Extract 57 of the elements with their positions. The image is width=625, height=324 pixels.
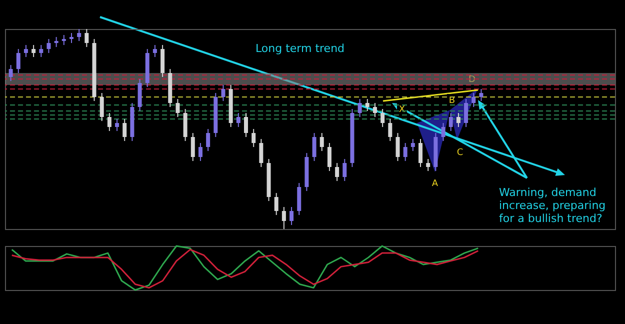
candlestick [472,92,476,108]
candlestick [335,162,340,182]
candlestick [69,32,74,44]
candlestick [221,84,226,102]
candlestick [290,206,294,226]
candlestick [46,38,51,54]
candlestick [244,112,248,138]
candlestick [372,102,377,118]
candlestick [426,158,430,172]
candlestick [342,158,347,182]
candlestick [396,132,400,162]
candlestick [252,128,256,148]
candlestick [176,98,180,118]
candlestick [418,138,423,168]
candlestick [380,108,385,128]
candlestick [312,132,316,162]
candlestick [456,112,460,128]
candlestick [410,138,415,152]
annotation: Long term trend [255,42,345,55]
candlestick [358,98,362,118]
candlestick [138,78,142,112]
candlestick [39,44,44,58]
candlestick [388,118,392,142]
candlestick [160,44,165,78]
candlestick [8,64,13,82]
candlestick [282,206,286,230]
candlestick [236,112,240,128]
candlestick [54,36,58,48]
candlestick [115,118,120,132]
candlestick [152,44,157,58]
candlestick [84,28,89,48]
candlestick [24,44,28,58]
candlestick [198,142,202,162]
candlestick [403,142,408,162]
candlestick [274,192,278,216]
candlestick [32,44,36,58]
candlestick [183,108,188,142]
candlestick [259,138,264,168]
candlestick [464,98,468,128]
candlestick [479,88,484,102]
candlestick [448,112,453,132]
annotation: C [456,148,464,158]
candlestick [327,142,332,172]
candlestick [100,92,104,122]
candlestick [297,182,302,216]
candlestick [206,128,210,152]
candlestick [190,132,195,162]
candlestick [77,28,82,42]
candlestick [107,112,112,132]
text: Warning, demand increase, preparing for a bullish trend? [499,186,606,225]
candlestick [320,132,324,152]
candlestick [16,48,20,74]
candlestick [122,118,127,142]
candlestick [62,34,66,46]
candlestick [441,122,446,142]
annotation: A [432,179,439,189]
candlestick [365,98,370,112]
